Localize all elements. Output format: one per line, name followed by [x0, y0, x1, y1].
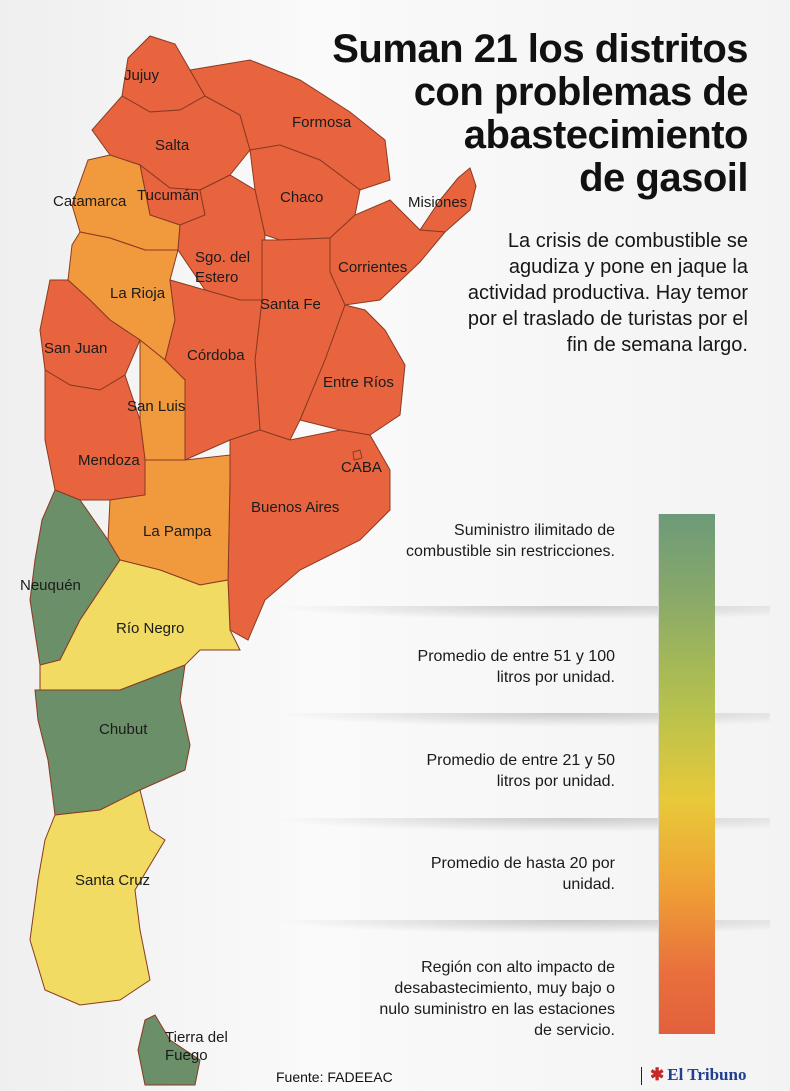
label-tierra-del-fuego: Tierra del Fuego [165, 1029, 228, 1064]
label-san-luis: San Luis [127, 398, 186, 415]
label-cordoba: Córdoba [187, 347, 245, 364]
legend-item-unlimited: Suministro ilimitado de combustible sin … [406, 522, 615, 560]
label-mendoza: Mendoza [78, 452, 140, 469]
province-santa-cruz [29, 789, 166, 1006]
label-misiones: Misiones [408, 194, 468, 211]
label-caba: CABA [341, 459, 382, 476]
label-entre-rios: Entre Ríos [323, 374, 394, 391]
legend-item-up-to-20: Promedio de hasta 20 por unidad. [430, 855, 615, 893]
province-misiones [419, 167, 477, 233]
label-rio-negro: Río Negro [116, 620, 185, 637]
label-chaco: Chaco [280, 189, 324, 206]
brand-icon: ✱ [650, 1065, 665, 1084]
legend-item-high-impact: Región con alto impacto de desabastecimi… [379, 959, 615, 1039]
title-line: abastecimiento [463, 113, 749, 157]
label-salta: Salta [155, 137, 190, 154]
label-tucuman: Tucumán [137, 187, 199, 204]
label-catamarca: Catamarca [53, 193, 127, 210]
title-line: Suman 21 los distritos [332, 27, 748, 71]
province-tierra-del-fuego [137, 1014, 201, 1086]
province-chubut [34, 664, 191, 816]
label-san-juan: San Juan [44, 340, 108, 357]
legend-separator [270, 920, 770, 934]
label-corrientes: Corrientes [338, 259, 408, 276]
page-title: Suman 21 los distritos con problemas de … [308, 28, 748, 200]
label-jujuy: Jujuy [124, 67, 160, 84]
label-sgo-del-estero: Sgo. del Estero [195, 249, 251, 286]
label-formosa: Formosa [292, 114, 352, 131]
legend-separator [270, 713, 770, 727]
source-note: Fuente: FADEEAC [276, 1069, 393, 1085]
province-mendoza [44, 369, 146, 501]
legend-item-21-50: Promedio de entre 21 y 50 litros por uni… [426, 752, 615, 790]
label-la-rioja: La Rioja [110, 285, 166, 302]
label-santa-cruz: Santa Cruz [75, 872, 151, 889]
province-caba [352, 449, 363, 461]
brand-name: El Tribuno [667, 1065, 747, 1084]
legend-separator [270, 606, 770, 620]
legend-item-51-100: Promedio de entre 51 y 100 litros por un… [417, 648, 615, 686]
subtitle: La crisis de combustible se agudiza y po… [467, 230, 748, 356]
label-chubut: Chubut [99, 721, 148, 738]
footer-divider [641, 1067, 642, 1085]
label-buenos-aires: Buenos Aires [251, 499, 340, 516]
legend-separator [270, 818, 770, 832]
label-la-pampa: La Pampa [143, 523, 212, 540]
label-neuquen: Neuquén [20, 577, 81, 594]
label-santa-fe: Santa Fe [260, 296, 321, 313]
title-line: con problemas de [413, 70, 749, 114]
title-line: de gasoil [579, 156, 748, 200]
brand-logo: ✱ El Tribuno [650, 1065, 746, 1085]
color-scale-bar [658, 514, 715, 1034]
